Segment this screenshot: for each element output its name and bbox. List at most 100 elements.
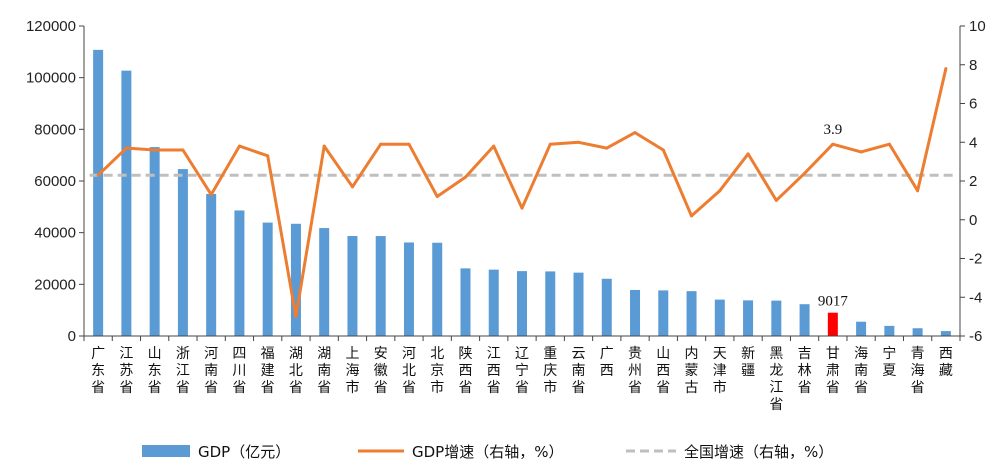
category-label: 山东省: [148, 346, 162, 396]
category-label: 陕西省: [458, 346, 472, 396]
gdp-bar: [912, 328, 923, 336]
category-label: 重庆市: [543, 346, 557, 396]
gdp-growth-point: [350, 185, 354, 189]
right-axis-tick-label: 2: [969, 173, 977, 190]
right-axis-tick-label: 8: [969, 57, 977, 74]
gdp-growth-point: [916, 189, 920, 193]
gdp-bar: [206, 193, 217, 336]
data-label: 9017: [818, 294, 849, 310]
gdp-growth-point: [944, 67, 948, 71]
category-label: 湖南省: [317, 346, 331, 396]
right-axis-tick-label: 6: [969, 96, 977, 113]
category-label: 山西省: [656, 346, 670, 396]
gdp-growth-point: [237, 144, 241, 148]
gdp-growth-line: [96, 67, 948, 319]
category-label: 黑龙江省: [769, 346, 783, 413]
gdp-growth-point: [803, 171, 807, 175]
gdp-growth-point: [492, 144, 496, 148]
gdp-bar: [517, 271, 527, 336]
gdp-bar: [290, 223, 301, 336]
gdp-bar: [347, 236, 358, 336]
category-label: 四川省: [232, 346, 246, 396]
gdp-bar: [403, 242, 414, 336]
category-label: 浙江省: [176, 346, 190, 396]
category-label: 福建省: [261, 346, 275, 396]
left-axis: 0 20000 40000 60000 80000 100000 120000: [26, 18, 85, 345]
category-label: 新疆: [741, 346, 755, 379]
category-label: 宁夏: [882, 345, 896, 379]
gdp-bars: [93, 49, 951, 337]
category-label: 北京市: [430, 346, 444, 396]
gdp-bar: [545, 271, 556, 336]
category-label: 贵州省: [628, 346, 642, 396]
gdp-growth-point: [153, 148, 157, 152]
gdp-bar: [940, 331, 951, 336]
left-axis-tick-label: 0: [68, 328, 76, 345]
legend-label-growth: GDP增速（右轴，%）: [412, 443, 563, 461]
gdp-bar: [771, 300, 782, 336]
legend-swatch-gdp: [142, 445, 190, 457]
gdp-growth-point: [266, 154, 270, 158]
right-axis: -6 -4 -2 0 2 4 6 8 10: [959, 18, 986, 345]
category-label: 天津市: [713, 346, 727, 396]
category-label: 江西省: [487, 346, 501, 396]
gdp-bar: [234, 210, 245, 336]
right-axis-tick-label: -6: [969, 328, 982, 345]
gdp-growth-point: [718, 189, 722, 193]
gdp-growth-point: [407, 142, 411, 146]
gdp-growth-point: [379, 142, 383, 146]
left-axis-tick-label: 120000: [26, 18, 76, 35]
gdp-growth-point: [605, 146, 609, 150]
gdp-bar: [488, 269, 499, 336]
gdp-bar: [460, 268, 471, 336]
right-axis-tick-label: 4: [969, 134, 977, 151]
gdp-bar: [827, 312, 838, 336]
category-label: 广东省: [91, 346, 105, 396]
gdp-bar: [686, 291, 697, 336]
category-label: 辽宁省: [515, 346, 529, 396]
category-label: 吉林省: [798, 346, 812, 396]
gdp-growth-point: [435, 195, 439, 198]
left-axis-tick-label: 80000: [34, 121, 76, 138]
legend-label-national: 全国增速（右轴，%）: [684, 443, 833, 461]
gdp-bar: [630, 289, 641, 336]
gdp-bar: [856, 321, 867, 336]
gdp-bar: [121, 70, 132, 337]
gdp-bar: [714, 299, 725, 336]
gdp-bar: [743, 300, 754, 336]
gdp-bar: [375, 236, 386, 336]
gdp-growth-point: [831, 142, 835, 146]
legend: GDP（亿元） GDP增速（右轴，%） 全国增速（右轴，%）: [142, 443, 833, 461]
category-label: 湖北省: [289, 346, 303, 396]
category-label: 安徽省: [374, 346, 388, 396]
gdp-growth-point: [96, 173, 100, 177]
legend-label-gdp: GDP（亿元）: [198, 443, 290, 461]
gdp-bar: [432, 242, 443, 336]
gdp-growth-point: [577, 140, 581, 144]
left-axis-tick-label: 100000: [26, 70, 76, 87]
gdp-growth-point: [322, 144, 326, 148]
annotations: 9017 3.9: [818, 122, 849, 310]
gdp-bar: [573, 272, 584, 336]
right-axis-tick-label: 10: [969, 18, 986, 35]
category-label: 云南省: [572, 346, 586, 396]
category-label: 青海省: [911, 346, 925, 396]
gdp-bar: [319, 228, 330, 336]
gdp-growth-point: [774, 198, 778, 202]
data-label: 3.9: [823, 122, 842, 138]
category-label: 西藏: [939, 346, 953, 379]
gdp-growth-point: [209, 193, 213, 197]
gdp-bar: [658, 290, 669, 336]
gdp-growth-point: [633, 131, 637, 135]
gdp-bar: [93, 49, 104, 337]
gdp-growth-point: [690, 214, 694, 218]
gdp-bar: [262, 222, 273, 336]
gdp-bar: [601, 278, 612, 336]
gdp-growth-point: [124, 146, 128, 150]
gdp-growth-point: [548, 142, 552, 146]
gdp-bar: [884, 325, 895, 336]
gdp-growth-point: [746, 152, 750, 156]
gdp-growth-point: [463, 175, 467, 179]
category-label: 上海市: [345, 346, 359, 396]
